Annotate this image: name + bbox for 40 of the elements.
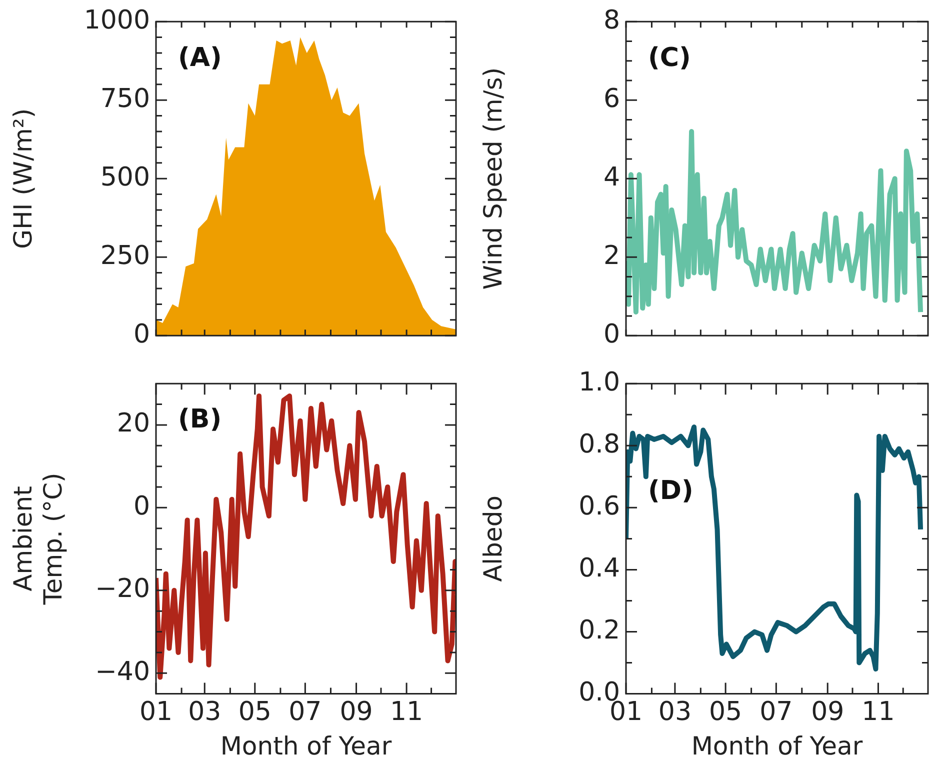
x-tick-label: 07 xyxy=(288,697,322,728)
y-tick-label: 750 xyxy=(100,84,150,114)
y-tick-label: 0 xyxy=(603,319,620,350)
y-tick-label: 0.6 xyxy=(578,491,620,522)
y-tick-label: 0 xyxy=(133,491,150,522)
y-tick-label: 500 xyxy=(100,162,150,192)
x-tick-label: 03 xyxy=(658,697,692,728)
x-tick-label: 07 xyxy=(760,697,793,728)
y-tick-label: 250 xyxy=(100,240,150,271)
x-tick-label: 05 xyxy=(238,697,272,728)
y-tick-label: 4 xyxy=(603,162,620,192)
y-axis-title: Albedo xyxy=(478,495,508,582)
annotation: (D) xyxy=(648,476,694,506)
annotation: (B) xyxy=(178,404,222,435)
y-tick-label: −20 xyxy=(95,574,150,604)
y-tick-label: 0 xyxy=(133,319,150,350)
y-axis-title: Ambient Temp. (°C) xyxy=(8,472,68,606)
y-tick-label: −40 xyxy=(95,656,150,687)
y-axis-title: GHI (W/m²) xyxy=(8,108,38,249)
x-tick-label: 09 xyxy=(811,697,844,728)
x-tick-label: 01 xyxy=(139,697,173,728)
y-tick-label: 0.8 xyxy=(578,429,620,460)
y-tick-label: 8 xyxy=(603,5,620,36)
annotation: (A) xyxy=(178,43,222,74)
y-tick-label: 0.4 xyxy=(578,553,620,584)
x-tick-label: 03 xyxy=(188,697,222,728)
y-axis-title: Wind Speed (m/s) xyxy=(478,67,508,290)
y-tick-label: 2 xyxy=(603,240,620,271)
y-tick-label: 20 xyxy=(116,408,150,439)
y-tick-label: 1000 xyxy=(84,5,150,36)
x-tick-label: 11 xyxy=(862,697,895,728)
y-tick-label: 6 xyxy=(603,84,620,114)
y-tick-label: 1.0 xyxy=(578,367,620,398)
x-tick-label: 11 xyxy=(390,697,424,728)
x-axis-title: Month of Year xyxy=(691,732,864,760)
annotation: (C) xyxy=(648,43,691,74)
x-tick-label: 09 xyxy=(340,697,373,728)
x-axis-title: Month of Year xyxy=(220,732,392,760)
x-tick-label: 05 xyxy=(709,697,742,728)
y-tick-label: 0.2 xyxy=(578,616,620,646)
